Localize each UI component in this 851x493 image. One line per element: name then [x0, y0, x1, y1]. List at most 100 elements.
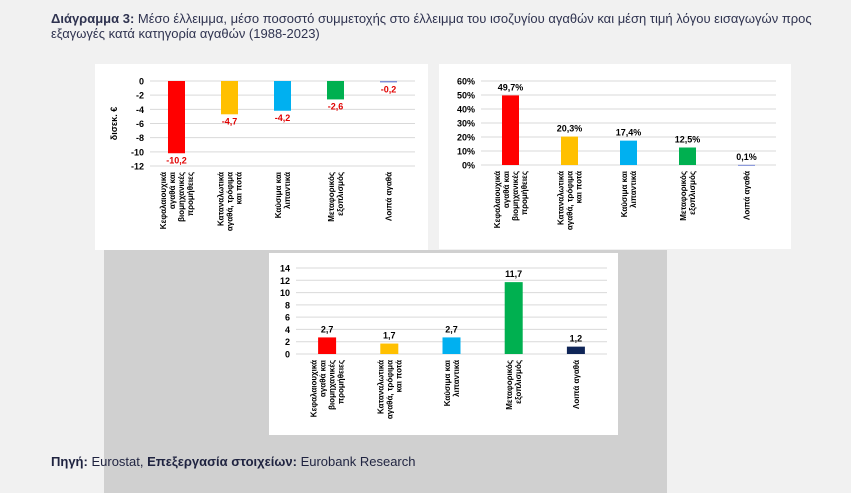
category-label: Κεφαλαιουχικάαγαθά καιβιομηχανικέςπρομήθ…: [159, 172, 195, 229]
processing-label: Επεξεργασία στοιχείων:: [147, 454, 297, 469]
category-label: Μεταφορικόςεξοπλισμός: [505, 360, 523, 410]
data-label: -4,7: [222, 116, 238, 126]
category-label-line: βιομηχανικές: [328, 360, 337, 410]
bar: [620, 140, 637, 165]
bar: [679, 147, 696, 165]
category-label-line: αγαθά και: [168, 172, 177, 209]
y-tick-label: 30%: [457, 119, 475, 129]
category-label-line: προμήθειες: [337, 360, 346, 404]
category-label-line: λιπαντικά: [629, 171, 638, 208]
processing-value: Eurobank Research: [300, 454, 416, 469]
category-label: Καταναλωτικάαγαθά, τρόφιμακαι ποτά: [557, 171, 584, 230]
bar: [221, 81, 238, 115]
data-label: -4,2: [275, 113, 291, 123]
y-tick-label: -8: [136, 133, 144, 143]
category-label: Καταναλωτικάαγαθά, τρόφιμακαι ποτά: [376, 360, 403, 419]
chart-panel-ratio: 0 2 4 6 8 10 12 14 2,7 Κεφαλαιουχικάαγαθά καιβιομ…: [269, 253, 618, 435]
category-label-line: Κεφαλαιουχικά: [493, 171, 502, 228]
category-label: Λοιπά αγαθά: [572, 360, 581, 409]
category-label: Λοιπά αγαθά: [743, 171, 752, 220]
ratio-chart-svg: 0 2 4 6 8 10 12 14 2,7 Κεφαλαιουχικάαγαθά καιβιομ…: [280, 264, 607, 419]
source-value: Eurostat,: [91, 454, 144, 469]
y-tick-label: -10: [131, 147, 144, 157]
category-label-line: Κεφαλαιουχικά: [310, 360, 319, 417]
y-tick-label: 0: [139, 77, 144, 87]
category-label-line: αγαθά, τρόφιμα: [385, 360, 394, 419]
category-label-line: Μεταφορικός: [327, 172, 336, 222]
category-label-line: Λοιπά αγαθά: [385, 172, 394, 221]
chart-panel-deficit: 0 -2 -4 -6 -8 -10 -12 δισεκ. € -10,2 Κεφαλαιουχικ…: [95, 64, 428, 250]
category-label: Καύσιμα καιλιπαντικά: [274, 172, 292, 218]
category-label-line: Καύσιμα και: [620, 171, 629, 217]
bar: [566, 346, 585, 354]
category-label-line: Καταναλωτικά: [217, 172, 226, 226]
category-label-line: Καταναλωτικά: [376, 360, 385, 414]
y-tick-label: 40%: [457, 105, 475, 115]
data-label: 2,7: [321, 324, 334, 334]
bar: [738, 164, 755, 166]
source-label: Πηγή:: [51, 454, 88, 469]
category-label-line: αγαθά και: [502, 171, 511, 208]
data-label: -10,2: [166, 155, 187, 165]
category-label-line: αγαθά, τρόφιμα: [226, 172, 235, 231]
category-label-line: Μεταφορικός: [505, 360, 514, 410]
y-tick-label: 0: [285, 350, 290, 360]
category-label-line: εξοπλισμός: [514, 360, 523, 404]
y-tick-label: 14: [280, 264, 290, 274]
y-tick-label: 6: [285, 313, 290, 323]
deficit-chart-svg: 0 -2 -4 -6 -8 -10 -12 δισεκ. € -10,2 Κεφαλαιουχικ…: [109, 77, 415, 231]
data-label: 12,5%: [675, 135, 701, 145]
category-label: Καύσιμα καιλιπαντικά: [620, 171, 638, 217]
category-label-line: λιπαντικά: [283, 172, 292, 209]
category-label-line: λιπαντικά: [452, 360, 461, 397]
y-tick-label: 10: [280, 288, 290, 298]
bar: [274, 81, 291, 111]
category-label: Κεφαλαιουχικάαγαθά καιβιομηχανικέςπρομήθ…: [310, 360, 346, 417]
bar: [380, 81, 397, 83]
y-tick-label: 8: [285, 300, 290, 310]
category-label-line: και ποτά: [235, 172, 244, 204]
y-tick-label: 0%: [462, 161, 475, 171]
bar: [318, 337, 337, 354]
category-label: Μεταφορικόςεξοπλισμός: [679, 171, 697, 221]
category-label-line: αγαθά, τρόφιμα: [566, 171, 575, 230]
data-label: 1,2: [570, 334, 583, 344]
y-tick-label: 2: [285, 337, 290, 347]
source-note: Πηγή: Eurostat, Επεξεργασία στοιχείων: E…: [51, 454, 415, 469]
category-label-line: Λοιπά αγαθά: [572, 360, 581, 409]
y-tick-label: -2: [136, 91, 144, 101]
y-tick-label: 10%: [457, 147, 475, 157]
category-label: Λοιπά αγαθά: [385, 172, 394, 221]
category-label-line: και ποτά: [394, 360, 403, 392]
data-label: 1,7: [383, 331, 396, 341]
bar: [442, 337, 461, 354]
data-label: 11,7: [505, 269, 522, 279]
category-label-line: Καταναλωτικά: [557, 171, 566, 225]
y-tick-label: -12: [131, 162, 144, 172]
bar: [380, 343, 399, 354]
category-label: Καταναλωτικάαγαθά, τρόφιμακαι ποτά: [217, 172, 244, 231]
y-tick-label: 50%: [457, 91, 475, 101]
y-tick-label: 12: [280, 276, 290, 286]
y-tick-label: -4: [136, 105, 144, 115]
data-label: 2,7: [445, 324, 458, 334]
data-label: -2,6: [328, 101, 344, 111]
data-label: 49,7%: [498, 82, 524, 92]
y-tick-label: -6: [136, 119, 144, 129]
category-label-line: εξοπλισμός: [336, 172, 345, 216]
y-tick-label: 60%: [457, 77, 475, 87]
data-label: 17,4%: [616, 128, 642, 138]
category-label-line: εξοπλισμός: [688, 171, 697, 215]
chart-title: Διάγραμμα 3: Μέσο έλλειμμα, μέσο ποσοστό…: [51, 11, 841, 41]
category-label-line: Λοιπά αγαθά: [743, 171, 752, 220]
chart-panel-share: 0% 10% 20% 30% 40% 50% 60% 49,7% Κεφαλαιουχικάαγ…: [439, 64, 791, 249]
chart-title-text: Μέσο έλλειμμα, μέσο ποσοστό συμμετοχής σ…: [51, 11, 812, 41]
category-label-line: και ποτά: [575, 171, 584, 203]
chart-title-number: Διάγραμμα 3:: [51, 11, 135, 26]
share-chart-svg: 0%10%20%30%40%50%60%49,7%Κεφαλαιουχικάαγ…: [457, 77, 776, 230]
bar: [502, 95, 519, 165]
category-label-line: Κεφαλαιουχικά: [159, 172, 168, 229]
data-label: -0,2: [381, 84, 397, 94]
bar: [327, 81, 344, 100]
bar: [168, 81, 185, 154]
